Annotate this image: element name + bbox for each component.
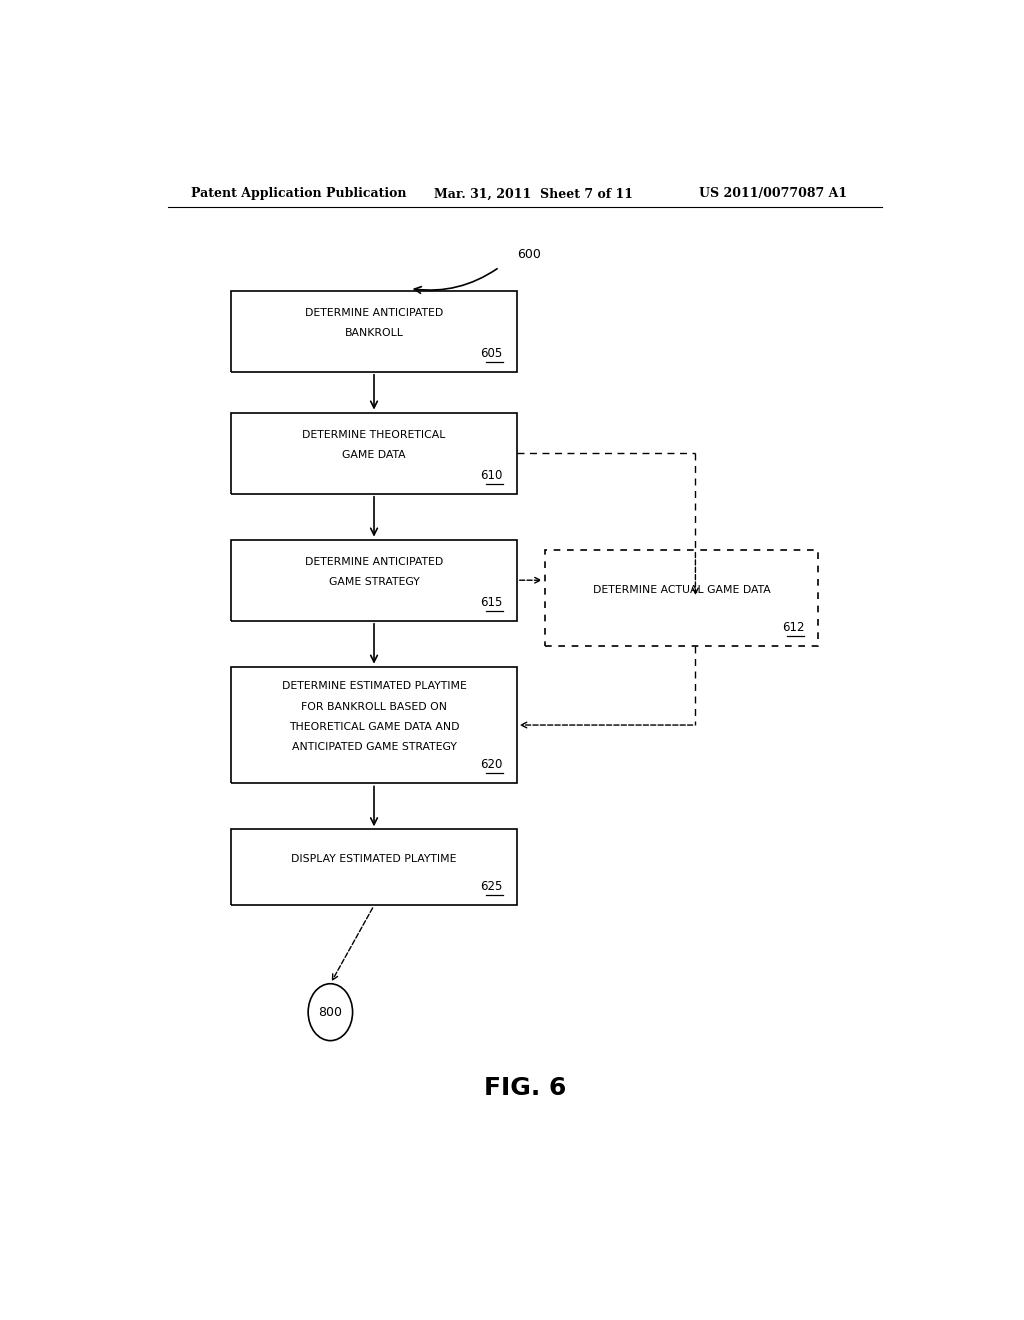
Text: 620: 620: [480, 758, 503, 771]
Text: BANKROLL: BANKROLL: [345, 329, 403, 338]
Bar: [231, 829, 517, 906]
Text: 615: 615: [480, 595, 503, 609]
Text: FIG. 6: FIG. 6: [483, 1076, 566, 1101]
Text: US 2011/0077087 A1: US 2011/0077087 A1: [699, 187, 848, 201]
Text: FOR BANKROLL BASED ON: FOR BANKROLL BASED ON: [301, 702, 447, 711]
Text: ANTICIPATED GAME STRATEGY: ANTICIPATED GAME STRATEGY: [292, 742, 457, 752]
Text: 605: 605: [480, 347, 503, 359]
Text: GAME DATA: GAME DATA: [342, 450, 406, 461]
Text: DETERMINE ANTICIPATED: DETERMINE ANTICIPATED: [305, 557, 443, 566]
Bar: [231, 667, 517, 784]
Bar: [231, 540, 517, 620]
Bar: [231, 413, 517, 494]
Bar: [545, 549, 818, 647]
Text: GAME STRATEGY: GAME STRATEGY: [329, 577, 420, 587]
Text: Mar. 31, 2011  Sheet 7 of 11: Mar. 31, 2011 Sheet 7 of 11: [433, 187, 633, 201]
Text: 800: 800: [318, 1006, 342, 1019]
Text: 612: 612: [781, 622, 804, 634]
Text: 610: 610: [480, 469, 503, 482]
Bar: [231, 290, 517, 372]
Text: 600: 600: [517, 248, 541, 261]
Text: DETERMINE ACTUAL GAME DATA: DETERMINE ACTUAL GAME DATA: [593, 585, 770, 595]
Text: Patent Application Publication: Patent Application Publication: [191, 187, 407, 201]
Text: DETERMINE THEORETICAL: DETERMINE THEORETICAL: [302, 430, 445, 440]
Text: DETERMINE ESTIMATED PLAYTIME: DETERMINE ESTIMATED PLAYTIME: [282, 681, 467, 692]
Text: THEORETICAL GAME DATA AND: THEORETICAL GAME DATA AND: [289, 722, 460, 733]
Text: DETERMINE ANTICIPATED: DETERMINE ANTICIPATED: [305, 308, 443, 318]
Text: 625: 625: [480, 880, 503, 894]
Text: DISPLAY ESTIMATED PLAYTIME: DISPLAY ESTIMATED PLAYTIME: [291, 854, 457, 865]
